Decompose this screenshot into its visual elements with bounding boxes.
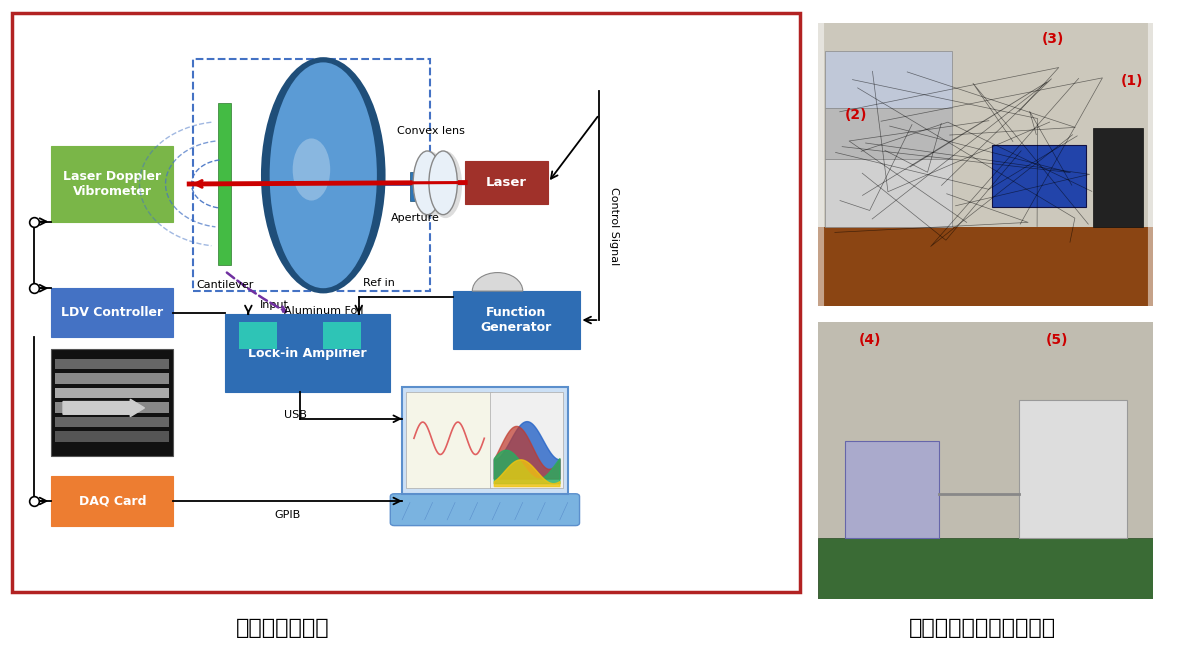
Bar	[239, 322, 277, 349]
Bar	[324, 322, 361, 349]
Bar	[55, 388, 169, 398]
Text: Ref in: Ref in	[363, 278, 394, 288]
FancyBboxPatch shape	[453, 291, 579, 349]
Bar	[490, 392, 563, 488]
Text: (3): (3)	[1042, 32, 1064, 45]
Text: Lock-in Amplifier: Lock-in Amplifier	[248, 347, 367, 360]
Bar	[825, 159, 952, 227]
Ellipse shape	[293, 138, 331, 201]
Ellipse shape	[413, 151, 446, 218]
Ellipse shape	[270, 63, 377, 288]
Text: Control Signal: Control Signal	[609, 187, 619, 265]
Bar	[992, 145, 1086, 207]
Text: Function
Generator: Function Generator	[481, 306, 552, 334]
Bar	[52, 349, 173, 456]
Bar	[55, 417, 169, 427]
FancyBboxPatch shape	[391, 494, 579, 526]
Text: Aperture: Aperture	[391, 213, 440, 223]
Wedge shape	[472, 272, 523, 291]
Bar	[219, 103, 231, 265]
Text: 测量原理示意图: 测量原理示意图	[235, 619, 330, 638]
Text: Laser Doppler
Vibrometer: Laser Doppler Vibrometer	[64, 170, 161, 198]
Bar	[845, 442, 939, 538]
Ellipse shape	[413, 151, 441, 215]
Bar	[825, 51, 952, 108]
Bar	[818, 227, 1153, 306]
Text: 信号产生测量及数据分析: 信号产生测量及数据分析	[909, 619, 1057, 638]
Bar	[55, 373, 169, 384]
Text: (2): (2)	[845, 108, 867, 122]
Text: Laser: Laser	[486, 176, 527, 189]
Bar	[193, 59, 430, 291]
Text: (4): (4)	[858, 334, 880, 347]
Bar	[406, 392, 492, 488]
Text: Convex lens: Convex lens	[398, 126, 465, 136]
Text: (5): (5)	[1046, 334, 1069, 347]
Text: DAQ Card: DAQ Card	[79, 495, 146, 507]
Text: LDV Controller: LDV Controller	[61, 307, 164, 319]
Text: (1): (1)	[1121, 74, 1143, 88]
Ellipse shape	[428, 151, 458, 215]
FancyBboxPatch shape	[225, 315, 391, 392]
Bar	[825, 108, 952, 159]
FancyBboxPatch shape	[403, 387, 567, 494]
Bar	[55, 402, 169, 413]
Text: GPIB: GPIB	[274, 510, 301, 520]
Text: Input: Input	[260, 300, 290, 310]
FancyBboxPatch shape	[465, 161, 548, 204]
Bar	[818, 538, 1153, 599]
FancyArrow shape	[64, 399, 145, 417]
FancyBboxPatch shape	[52, 146, 173, 222]
Text: Aluminum Foil: Aluminum Foil	[284, 305, 363, 316]
Bar	[1019, 400, 1126, 538]
Ellipse shape	[261, 57, 386, 293]
FancyBboxPatch shape	[52, 476, 173, 526]
Bar	[1093, 128, 1143, 227]
Bar	[55, 359, 169, 369]
FancyBboxPatch shape	[52, 288, 173, 338]
Text: Cantilever: Cantilever	[197, 280, 253, 290]
Text: USB: USB	[284, 410, 307, 420]
Bar	[55, 431, 169, 442]
Bar	[410, 172, 421, 201]
Ellipse shape	[428, 151, 463, 218]
